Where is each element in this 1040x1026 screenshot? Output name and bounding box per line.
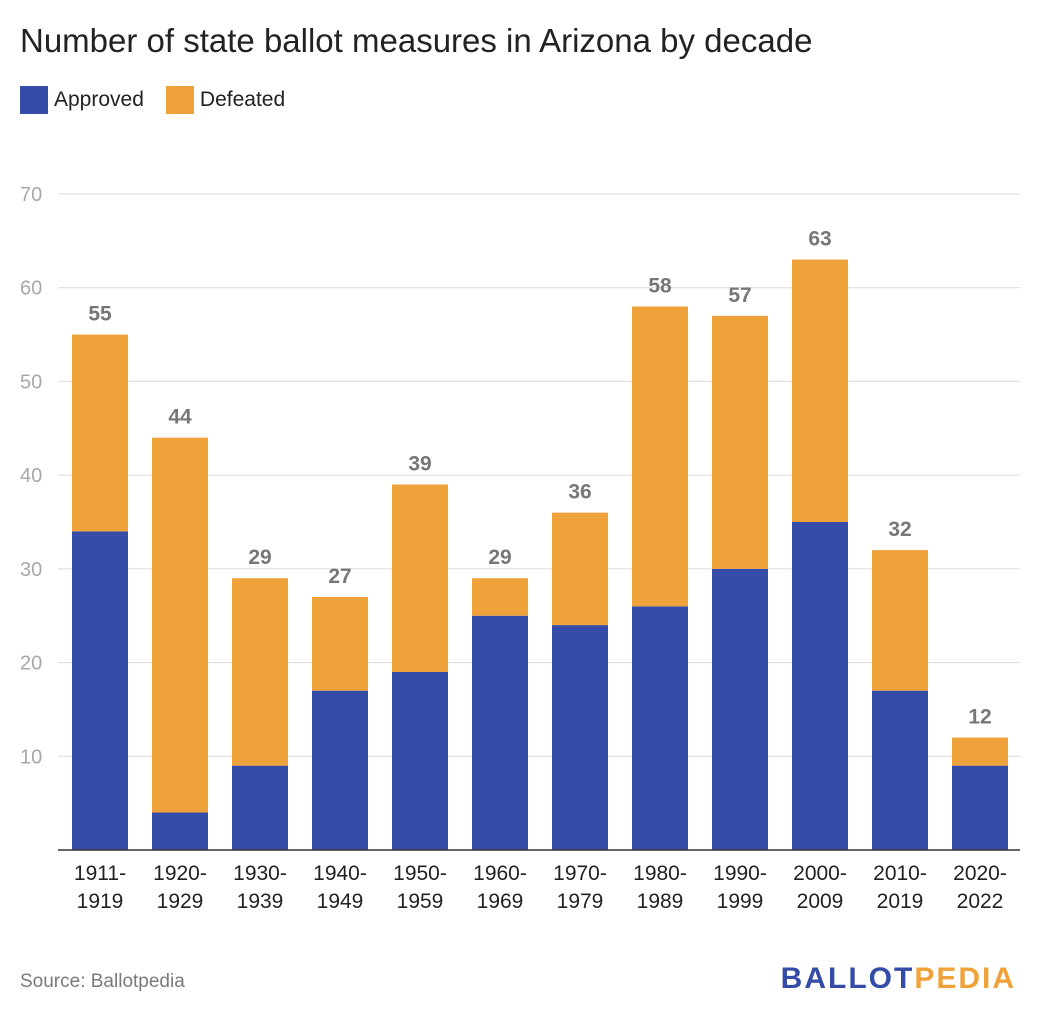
x-tick-label: 2019 — [877, 890, 924, 913]
legend-swatch-defeated — [165, 86, 194, 114]
x-tick-label: 2009 — [797, 890, 844, 913]
x-tick-label: 1949 — [317, 890, 364, 913]
bar-defeated — [552, 512, 608, 626]
bar-total-label: 29 — [488, 546, 511, 569]
bar-approved — [392, 671, 448, 850]
bar-defeated — [472, 578, 528, 616]
x-tick-label: 1970- — [553, 862, 607, 885]
x-tick-label: 1929 — [157, 890, 204, 913]
bar-total-label: 12 — [968, 706, 991, 729]
x-tick-label: 1939 — [237, 890, 284, 913]
legend-label-defeated: Defeated — [199, 88, 286, 111]
x-tick-label: 1920- — [153, 862, 207, 885]
bar-total-label: 32 — [888, 518, 911, 541]
bar-total-label: 57 — [728, 284, 751, 307]
logo-part-ballot: BALLOT — [780, 962, 915, 995]
bar-defeated — [792, 259, 848, 522]
legend-label-approved: Approved — [54, 88, 144, 111]
bar-total-label: 63 — [808, 228, 831, 251]
bar-approved — [312, 690, 368, 850]
x-tick-label: 1950- — [393, 862, 447, 885]
bar-total-label: 36 — [568, 481, 591, 504]
x-tick-label: 2022 — [957, 890, 1004, 913]
x-tick-label: 1959 — [397, 890, 444, 913]
x-tick-label: 1999 — [717, 890, 764, 913]
x-tick-label: 1960- — [473, 862, 527, 885]
y-tick-label: 50 — [20, 371, 42, 393]
x-tick-label: 1989 — [637, 890, 684, 913]
y-tick-label: 30 — [20, 559, 42, 581]
x-tick-label: 1919 — [77, 890, 124, 913]
y-tick-label: 20 — [20, 653, 42, 675]
bar-defeated — [632, 306, 688, 607]
y-tick-label: 60 — [20, 278, 42, 300]
bar-approved — [152, 812, 208, 850]
ballotpedia-logo: BALLOTPEDIA — [781, 962, 1016, 996]
bar-defeated — [392, 484, 448, 672]
bar-approved — [952, 765, 1008, 850]
legend-item-approved: Approved — [20, 86, 144, 114]
bar-approved — [872, 690, 928, 850]
bar-defeated — [952, 737, 1008, 766]
bar-defeated — [72, 334, 128, 532]
logo-part-pedia: PEDIA — [914, 962, 1016, 995]
bar-total-label: 55 — [88, 303, 112, 326]
x-tick-label: 1979 — [557, 890, 604, 913]
bar-defeated — [232, 578, 288, 766]
y-tick-label: 70 — [20, 184, 42, 206]
bar-total-label: 58 — [648, 274, 672, 297]
chart-title: Number of state ballot measures in Arizo… — [20, 22, 813, 59]
bar-defeated — [152, 437, 208, 813]
x-tick-label: 1980- — [633, 862, 687, 885]
x-tick-label: 1990- — [713, 862, 767, 885]
bar-defeated — [712, 315, 768, 569]
legend-swatch-approved — [20, 86, 48, 114]
legend: Approved Defeated — [20, 86, 307, 114]
y-tick-label: 10 — [20, 746, 42, 768]
bar-approved — [632, 606, 688, 850]
bar-total-label: 44 — [168, 406, 192, 429]
bar-total-label: 29 — [248, 546, 271, 569]
y-tick-label: 40 — [20, 465, 42, 487]
x-tick-label: 1911- — [74, 862, 126, 885]
bar-total-label: 27 — [328, 565, 351, 588]
bar-approved — [472, 615, 528, 850]
x-tick-label: 2000- — [793, 862, 847, 885]
x-tick-label: 2010- — [873, 862, 927, 885]
x-tick-label: 1940- — [313, 862, 367, 885]
source-note: Source: Ballotpedia — [20, 971, 185, 992]
bar-defeated — [312, 596, 368, 691]
bar-approved — [552, 625, 608, 850]
bar-approved — [792, 522, 848, 850]
bar-approved — [232, 765, 288, 850]
stacked-bar-chart: 10 20 30 40 50 60 70 55 1911- 1919 44 1920- 1929 29 19… — [20, 184, 1020, 913]
bar-approved — [72, 531, 128, 850]
x-tick-label: 1969 — [477, 890, 524, 913]
bar-total-label: 39 — [408, 453, 431, 476]
bar-approved — [712, 568, 768, 850]
legend-item-defeated: Defeated — [165, 86, 286, 114]
x-tick-label: 2020- — [953, 862, 1007, 885]
bar-defeated — [872, 550, 928, 691]
x-tick-label: 1930- — [233, 862, 287, 885]
